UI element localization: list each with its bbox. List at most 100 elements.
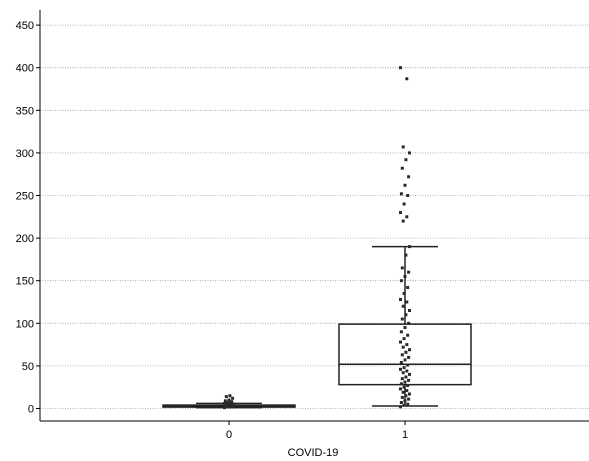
cat-0-data-point	[229, 401, 233, 405]
cat-0-data-point	[231, 404, 235, 408]
cat-1-data-point	[406, 402, 410, 406]
cat-1-data-point	[400, 266, 404, 270]
y-tick-label: 50	[22, 361, 34, 373]
cat-1-data-point	[399, 330, 403, 334]
cat-1-data-point	[399, 360, 403, 364]
cat-1-data-point	[403, 358, 407, 362]
cat-1-data-point	[401, 345, 405, 349]
cat-1-data-point	[406, 383, 410, 387]
cat-1-data-point	[408, 392, 411, 396]
y-tick-label: 450	[16, 20, 34, 32]
cat-1-data-point	[400, 317, 404, 321]
y-tick-label: 150	[16, 276, 34, 288]
cat-0-data-point	[225, 402, 229, 406]
cat-1-data-point	[408, 245, 411, 249]
cat-1-data-point	[404, 158, 408, 162]
cat-1-data-point	[407, 355, 411, 359]
cat-1-data-point	[400, 353, 404, 357]
cat-1-data-point	[402, 403, 406, 407]
cat-1-data-point	[406, 363, 410, 367]
cat-0-data-point	[231, 396, 235, 400]
cat-1-data-point	[407, 378, 411, 382]
y-tick-label: 350	[16, 105, 34, 117]
gridlines	[40, 24, 589, 409]
cat-1-data-point	[403, 326, 407, 330]
cat-1-data-point	[401, 371, 405, 375]
cat-1-data-point	[405, 343, 409, 347]
y-tick-label: 300	[16, 148, 34, 160]
cat-1-data-point	[402, 291, 406, 295]
cat-0-data-point	[227, 398, 231, 402]
cat-1-data-point	[399, 367, 402, 371]
cat-0-data-point	[224, 395, 228, 399]
cat-1-data-point	[399, 401, 403, 405]
cat-1-box	[338, 323, 472, 386]
cat-1-data-point	[399, 279, 403, 283]
cat-1-data-point	[399, 382, 403, 386]
cat-1-data-point	[401, 304, 405, 308]
x-tick-label: 1	[402, 429, 408, 441]
cat-0-data-point	[230, 400, 234, 404]
cat-1-data-point	[402, 385, 406, 389]
cat-1-data-point	[399, 211, 402, 215]
x-axis-title: COVID-19	[288, 447, 339, 459]
cat-1-data-point	[399, 405, 402, 409]
cat-1-data-point	[399, 297, 402, 301]
cat-1-data-point	[408, 309, 411, 313]
y-tick-label: 250	[16, 191, 34, 203]
cat-1-data-point	[408, 372, 411, 376]
cat-1-data-point	[399, 387, 402, 391]
box-layer	[162, 245, 472, 409]
cat-0-data-point	[223, 406, 226, 410]
cat-1-data-point	[405, 215, 409, 219]
cat-1-data-point	[404, 350, 408, 354]
cat-0-data-point	[226, 401, 230, 405]
cat-1-data-point	[403, 274, 407, 278]
cat-1-data-point	[406, 333, 410, 337]
cat-1-data-point	[407, 321, 411, 325]
cat-0-data-point	[228, 403, 232, 407]
x-tick-label: 0	[226, 429, 232, 441]
cat-1-data-point	[407, 175, 411, 179]
cat-0-data-point	[232, 402, 235, 406]
cat-1-data-point	[400, 166, 404, 170]
cat-1-data-point	[401, 145, 405, 149]
cat-1-data-point	[408, 151, 411, 155]
cat-0-data-point	[228, 394, 232, 398]
cat-1-data-point	[403, 183, 407, 187]
cat-1-data-point	[401, 390, 405, 394]
cat-1-data-point	[408, 348, 411, 352]
cat-0-data-point	[223, 401, 226, 405]
cat-1-data-point	[405, 300, 409, 304]
y-tick-label: 0	[28, 404, 34, 416]
cat-1-data-point	[402, 202, 406, 206]
cat-0-data-point	[223, 399, 227, 403]
cat-1-data-point	[404, 253, 408, 257]
y-tick-labels: 0 50 100 150 200 250 300 350 400 450	[16, 20, 40, 416]
y-tick-label: 200	[16, 233, 34, 245]
cat-1-data-point	[400, 395, 404, 399]
y-tick-label: 100	[16, 318, 34, 330]
cat-1-data-point	[406, 194, 410, 197]
cat-1-data-point	[405, 369, 409, 373]
cat-1-data-point	[403, 380, 407, 384]
cat-1-data-point	[400, 377, 404, 381]
cat-1-data-point	[401, 219, 405, 223]
cat-1-data-point	[402, 366, 406, 370]
cat-1-data-point	[405, 389, 409, 393]
cat-1-data-point	[399, 340, 402, 344]
cat-1-data-point	[404, 313, 408, 317]
cat-1-data-point	[399, 66, 402, 70]
cat-1-data-point	[399, 192, 403, 196]
cat-1-data-point	[404, 394, 408, 398]
cat-1-data-point	[402, 337, 406, 341]
cat-1-data-point	[403, 399, 407, 403]
cat-1-data-point	[407, 270, 411, 274]
data-points-layer	[223, 66, 411, 410]
y-tick-label: 400	[16, 63, 34, 75]
cat-1-data-point	[405, 77, 409, 81]
cat-1-data-point	[406, 286, 410, 290]
cat-1-data-point	[404, 375, 408, 379]
